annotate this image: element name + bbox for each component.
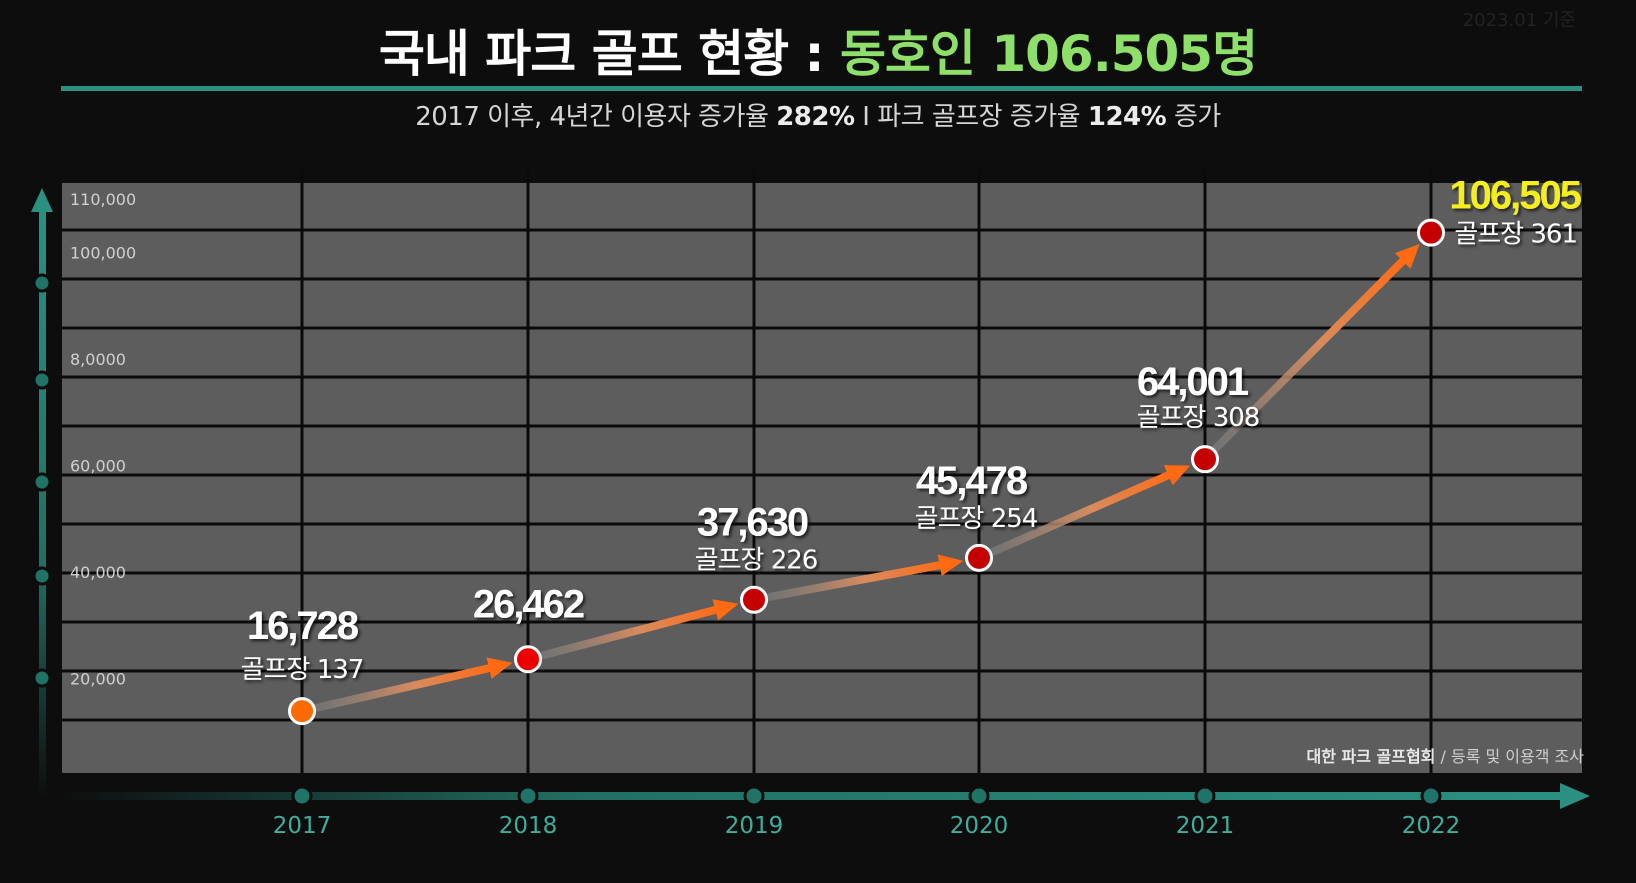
x-axis-dot xyxy=(968,785,990,807)
x-tick-label: 2020 xyxy=(950,813,1009,839)
y-axis-arrow-icon xyxy=(31,188,53,212)
value-label: 37,630 xyxy=(697,501,808,545)
data-point xyxy=(288,697,316,726)
x-axis-dot xyxy=(291,785,313,807)
trend-arrow-segment xyxy=(989,468,1178,556)
source-description: 등록 및 이용객 조사 xyxy=(1450,747,1584,766)
trend-arrow-segment xyxy=(539,604,726,660)
horizontal-gridlines xyxy=(62,228,1582,722)
y-tick-labels: 20,000 40,000 60,000 8,0000 100,000 110,000 xyxy=(70,190,136,689)
trend-arrow-segment xyxy=(1212,252,1411,452)
y-axis-dot xyxy=(32,370,52,390)
trend-arrow-segment xyxy=(765,560,950,601)
y-tick-label: 8,0000 xyxy=(70,350,126,369)
y-axis-dot xyxy=(32,566,52,586)
trend-arrows xyxy=(313,243,1420,712)
y-axis-dot xyxy=(32,273,52,293)
y-axis-dot xyxy=(32,668,52,688)
trend-arrowhead xyxy=(1394,243,1420,269)
course-count-label: 골프장 226 xyxy=(695,546,818,576)
value-label: 106,505 xyxy=(1449,174,1581,218)
value-label: 45,478 xyxy=(916,459,1028,503)
trend-arrowhead xyxy=(937,554,964,577)
course-count-label: 골프장 137 xyxy=(241,655,364,685)
x-tick-label: 2019 xyxy=(725,813,784,839)
as-of-date: 2023.01 기준 xyxy=(1462,10,1576,31)
title-divider xyxy=(61,86,1582,91)
x-tick-label: 2022 xyxy=(1402,813,1461,839)
data-point xyxy=(1417,218,1445,247)
subtitle-part1: 2017 이후, 4년간 이용자 증가율 xyxy=(415,102,777,132)
value-label: 26,462 xyxy=(473,582,584,626)
x-axis-arrow-icon xyxy=(1560,783,1590,809)
trend-arrowhead xyxy=(1163,465,1191,486)
trend-arrow-segment xyxy=(313,662,499,712)
title-accent: 동호인 106.505명 xyxy=(839,25,1258,83)
x-tick-label: 2018 xyxy=(499,813,558,839)
value-label: 64,001 xyxy=(1137,360,1249,404)
subtitle-end: 증가 xyxy=(1166,102,1221,132)
course-count-label: 골프장 361 xyxy=(1454,220,1577,250)
course-count-label: 골프장 308 xyxy=(1137,403,1260,433)
plot-background xyxy=(62,183,1582,773)
page-title: 국내 파크 골프 현황 : 동호인 106.505명 xyxy=(0,14,1636,86)
y-tick-label: 20,000 xyxy=(70,670,126,689)
subtitle: 2017 이후, 4년간 이용자 증가율 282% I 파크 골프장 증가율 1… xyxy=(0,96,1636,133)
subtitle-separator: I 파크 골프장 증가율 xyxy=(854,102,1088,132)
x-axis: 2017 2018 2019 2020 2021 2022 xyxy=(58,783,1590,839)
y-tick-label: 110,000 xyxy=(70,190,136,209)
trend-arrowhead xyxy=(712,599,739,621)
x-axis-dot xyxy=(517,785,539,807)
x-axis-dot xyxy=(1420,785,1442,807)
value-label: 16,728 xyxy=(247,604,359,648)
x-axis-line xyxy=(58,792,1563,800)
x-tick-label: 2017 xyxy=(273,813,332,839)
source-separator: / xyxy=(1435,747,1451,766)
user-growth-rate: 282% xyxy=(776,102,855,132)
y-axis-dot xyxy=(32,472,52,492)
data-point xyxy=(1191,445,1219,474)
y-tick-label: 40,000 xyxy=(70,563,126,582)
source-note: 대한 파크 골프협회 / 등록 및 이용객 조사 xyxy=(1307,743,1585,767)
y-axis xyxy=(31,188,53,800)
x-axis-dot xyxy=(1194,785,1216,807)
trend-arrowhead xyxy=(486,657,513,679)
y-tick-label: 60,000 xyxy=(70,457,126,476)
data-point xyxy=(965,543,993,572)
x-axis-dot xyxy=(743,785,765,807)
data-point xyxy=(514,645,542,674)
course-growth-rate: 124% xyxy=(1087,102,1167,132)
y-axis-line xyxy=(39,210,46,800)
data-markers xyxy=(288,218,1445,726)
y-tick-label: 100,000 xyxy=(70,243,136,262)
data-point xyxy=(740,585,768,614)
x-tick-label: 2021 xyxy=(1176,813,1235,839)
source-org: 대한 파크 골프협회 xyxy=(1306,747,1436,766)
title-main: 국내 파크 골프 현황 : xyxy=(378,25,825,83)
course-count-label: 골프장 254 xyxy=(915,504,1038,534)
